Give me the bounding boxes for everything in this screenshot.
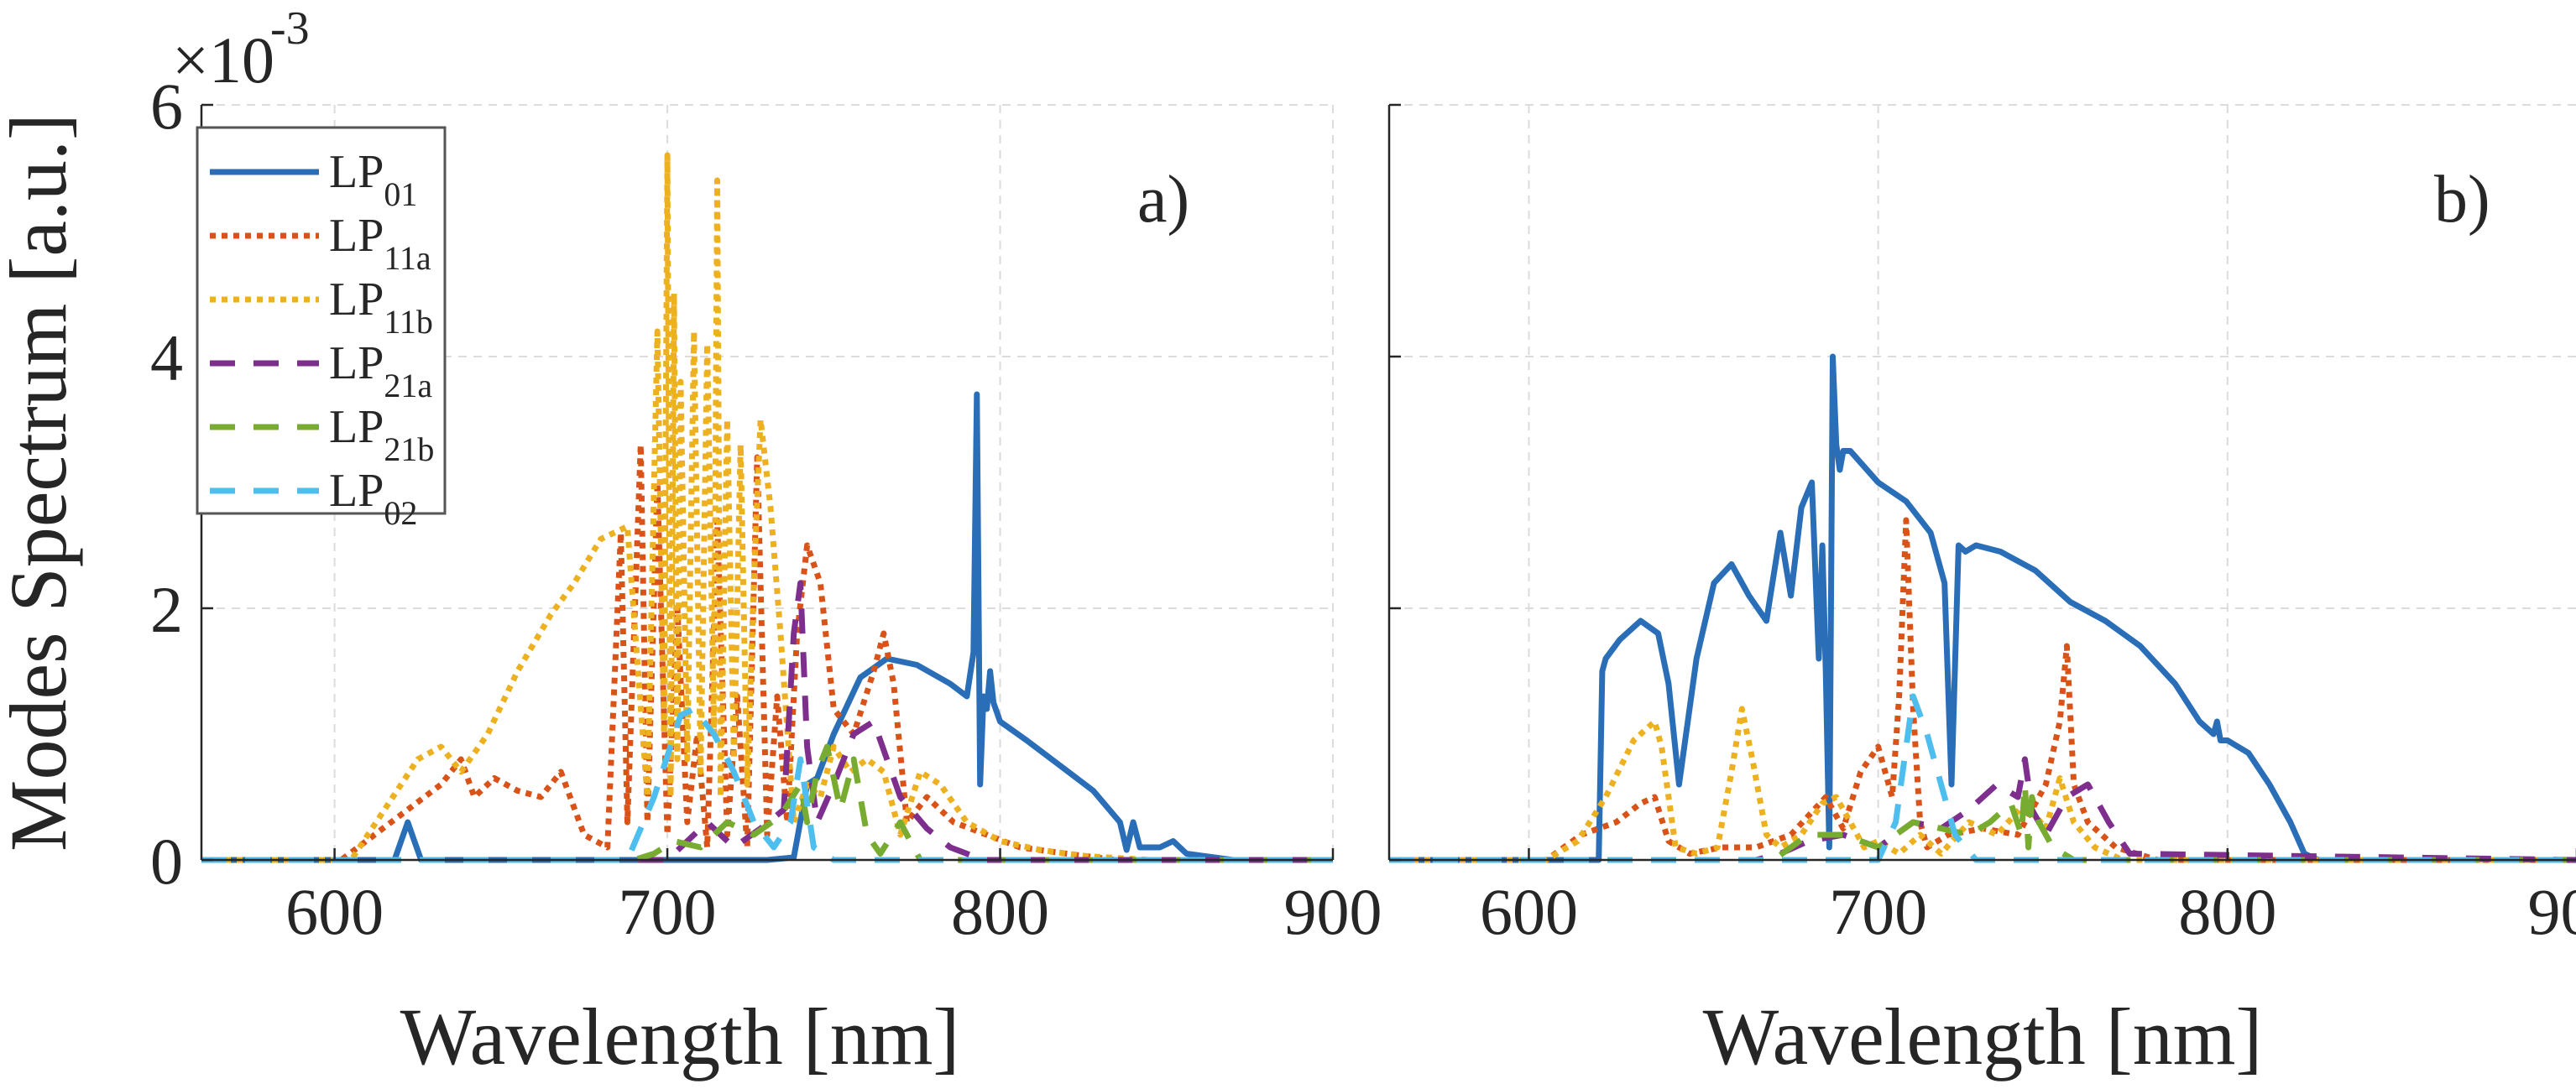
legend-label-subscript: 11b	[384, 303, 433, 341]
y-tick-label: 4	[150, 321, 183, 394]
legend-item-lp01: LP01	[210, 146, 417, 213]
series-lp21b	[1389, 781, 2576, 863]
y-exponent-power: -3	[270, 3, 310, 55]
legend-label-subscript: 21b	[384, 430, 434, 468]
y-tick-label: 0	[150, 825, 183, 898]
legend-label: LP21b	[329, 401, 434, 468]
legend-label-base: LP	[329, 274, 384, 326]
panel-a-x-ticks: 600 700 800 900	[285, 875, 1382, 948]
legend-item-lp11a: LP11a	[210, 210, 431, 277]
panel-b: 600 700 800 900 b) Wavelength [nm]	[1387, 103, 2576, 1081]
legend-label-base: LP	[329, 210, 384, 262]
legend-label-base: LP	[329, 337, 384, 389]
legend-label-subscript: 02	[384, 494, 417, 532]
series-lp21b	[201, 743, 1333, 863]
legend-label: LP01	[329, 146, 417, 213]
y-exponent-base: ×10	[172, 23, 274, 96]
y-tick-label: 2	[150, 573, 183, 646]
series-lp02	[201, 706, 1333, 863]
legend-label-base: LP	[329, 146, 384, 198]
panel-a-label: a)	[1137, 163, 1189, 237]
x-tick-label: 600	[285, 875, 384, 948]
panel-a-x-axis-label: Wavelength [nm]	[400, 992, 960, 1081]
legend-label-base: LP	[329, 401, 384, 453]
legend-label-subscript: 01	[384, 175, 417, 213]
panel-b-axes	[1387, 103, 2576, 862]
series-lp11b	[1389, 706, 2576, 863]
legend-label-subscript: 21a	[384, 367, 432, 404]
panel-b-x-ticks: 600 700 800 900	[1480, 875, 2576, 948]
legend-item-lp02: LP02	[210, 465, 417, 532]
x-tick-label: 700	[619, 875, 717, 948]
legend-label: LP11a	[329, 210, 431, 277]
legend-label: LP02	[329, 465, 417, 532]
panel-a-y-ticks: 0 2 4 6	[150, 70, 183, 898]
series-lp21a	[201, 580, 1333, 863]
series-lp21a	[1389, 756, 2576, 863]
panel-b-label: b)	[2434, 163, 2490, 237]
panel-b-series	[1389, 353, 2576, 863]
legend-item-lp11b: LP11b	[210, 274, 433, 341]
legend-label: LP11b	[329, 274, 433, 341]
x-tick-label: 900	[1284, 875, 1382, 948]
y-tick-label: 6	[150, 70, 183, 143]
x-tick-label: 900	[2528, 875, 2576, 948]
legend-label-base: LP	[329, 465, 384, 517]
x-tick-label: 800	[951, 875, 1049, 948]
x-tick-label: 600	[1480, 875, 1578, 948]
legend-item-lp21a: LP21a	[210, 337, 432, 404]
y-exponent: ×10 -3	[172, 3, 310, 96]
legend-label-subscript: 11a	[384, 239, 431, 277]
panel-b-grid	[1389, 104, 2576, 861]
panel-b-x-axis-label: Wavelength [nm]	[1703, 992, 2263, 1081]
series-lp02	[1389, 693, 2576, 863]
legend-label: LP21a	[329, 337, 432, 404]
legend-box	[196, 126, 447, 515]
series-lp11b	[201, 152, 1333, 863]
x-tick-label: 800	[2178, 875, 2276, 948]
series-lp01	[1389, 353, 2576, 863]
x-tick-label: 700	[1829, 875, 1927, 948]
y-axis-label: Modes Spectrum [a.u.]	[0, 113, 83, 852]
series-lp11a	[1389, 517, 2576, 863]
legend-item-lp21b: LP21b	[210, 401, 434, 468]
